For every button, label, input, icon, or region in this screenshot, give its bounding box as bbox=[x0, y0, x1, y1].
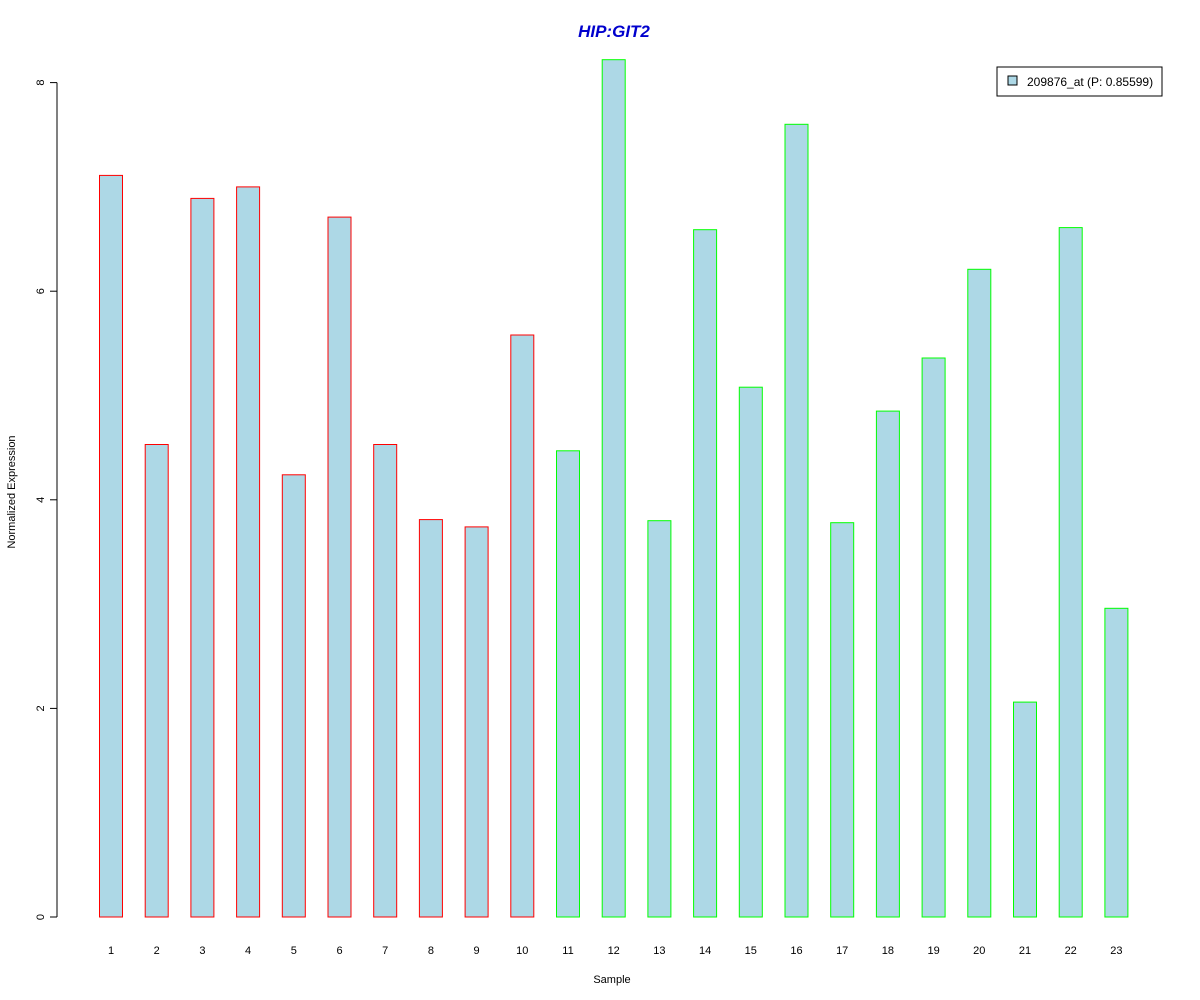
y-tick-label: 2 bbox=[35, 705, 47, 711]
chart-title: HIP:GIT2 bbox=[578, 22, 650, 41]
y-axis-label: Normalized Expression bbox=[6, 435, 18, 548]
x-tick-label: 11 bbox=[562, 945, 573, 957]
x-tick-label: 17 bbox=[836, 945, 848, 957]
x-tick-label: 12 bbox=[608, 945, 620, 957]
x-tick-label: 15 bbox=[745, 945, 757, 957]
bar-sample-9 bbox=[464, 526, 489, 918]
y-tick-label: 6 bbox=[35, 288, 47, 294]
bar-sample-23 bbox=[1104, 607, 1129, 918]
x-tick-label: 9 bbox=[474, 945, 480, 957]
bar-sample-6 bbox=[327, 216, 352, 918]
bar-sample-18 bbox=[875, 410, 900, 918]
x-tick-label: 21 bbox=[1019, 945, 1031, 957]
bar-sample-10 bbox=[510, 334, 535, 918]
legend-box bbox=[996, 66, 1163, 97]
bar-sample-4 bbox=[236, 186, 261, 918]
x-tick-label: 23 bbox=[1110, 945, 1122, 957]
x-tick-label: 19 bbox=[927, 945, 939, 957]
x-tick-label: 10 bbox=[516, 945, 528, 957]
bar-sample-17 bbox=[830, 522, 855, 918]
x-tick-label: 4 bbox=[245, 945, 251, 957]
x-tick-label: 13 bbox=[653, 945, 665, 957]
bar-sample-15 bbox=[738, 386, 763, 918]
x-tick-label: 6 bbox=[336, 945, 342, 957]
bar-sample-13 bbox=[647, 520, 672, 918]
bar-sample-7 bbox=[373, 444, 398, 918]
y-tick-label: 0 bbox=[35, 914, 47, 920]
x-tick-label: 8 bbox=[428, 945, 434, 957]
y-axis: 0 2 4 6 8 bbox=[35, 80, 58, 920]
x-tick-label: 2 bbox=[154, 945, 160, 957]
bar-sample-16 bbox=[784, 123, 809, 918]
x-tick-label: 7 bbox=[382, 945, 388, 957]
x-tick-label: 1 bbox=[108, 945, 114, 957]
x-axis-label: Sample bbox=[593, 974, 630, 986]
bar-sample-22 bbox=[1058, 227, 1083, 918]
bar-sample-11 bbox=[556, 450, 580, 918]
bar-sample-2 bbox=[144, 444, 169, 918]
x-tick-label: 20 bbox=[973, 945, 985, 957]
legend-entry-label: 209876_at (P: 0.85599) bbox=[1027, 75, 1153, 89]
x-tick-label: 14 bbox=[699, 945, 711, 957]
x-tick-label: 22 bbox=[1065, 945, 1077, 957]
y-tick-label: 4 bbox=[35, 497, 47, 503]
bars-group bbox=[99, 59, 1129, 918]
bar-sample-12 bbox=[601, 59, 626, 918]
x-tick-label: 16 bbox=[790, 945, 802, 957]
legend-swatch bbox=[1007, 75, 1018, 86]
legend: 209876_at (P: 0.85599) bbox=[996, 66, 1163, 97]
x-tick-labels: 1 2 3 4 5 6 7 8 9 10 11 12 13 14 15 16 17 18 19 20 21 22 23 bbox=[108, 945, 1123, 957]
x-tick-label: 5 bbox=[291, 945, 297, 957]
bar-sample-20 bbox=[967, 268, 992, 918]
bar-sample-21 bbox=[1013, 701, 1037, 918]
y-tick-label: 8 bbox=[35, 80, 47, 86]
bar-sample-3 bbox=[190, 197, 215, 918]
x-tick-label: 18 bbox=[882, 945, 894, 957]
bar-sample-5 bbox=[281, 474, 306, 918]
bar-sample-1 bbox=[99, 174, 123, 918]
x-tick-label: 3 bbox=[199, 945, 205, 957]
bar-sample-8 bbox=[418, 519, 443, 918]
bar-sample-14 bbox=[693, 229, 718, 918]
bar-sample-19 bbox=[921, 357, 946, 918]
